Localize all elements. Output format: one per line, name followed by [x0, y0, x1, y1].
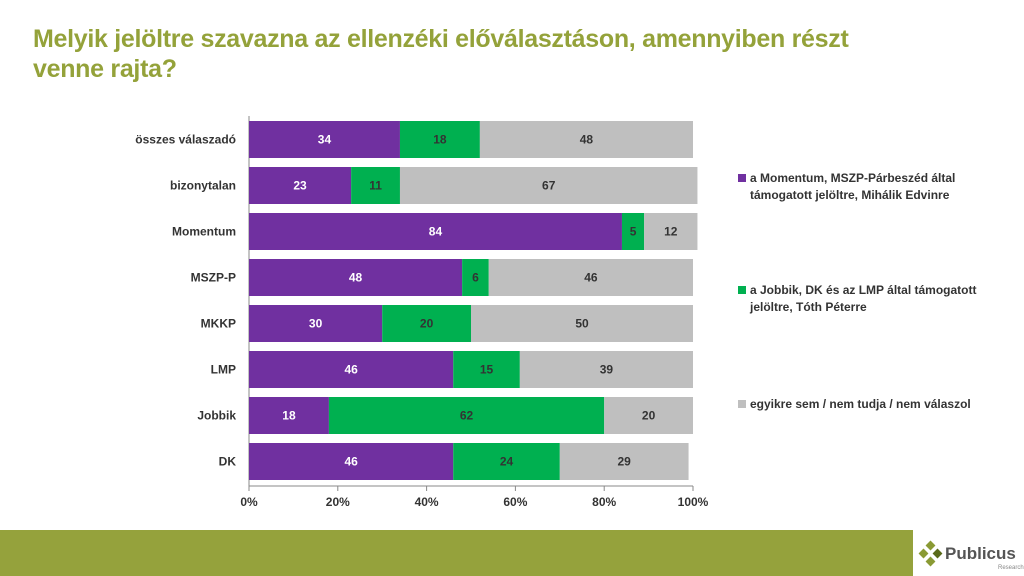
bar-segment: [488, 259, 693, 296]
data-label: 11: [369, 179, 382, 193]
x-tick-label: 20%: [326, 495, 350, 509]
bar-segment: [479, 121, 693, 158]
data-label: 62: [460, 409, 474, 423]
data-label: 30: [309, 317, 323, 331]
bar-segment: [519, 351, 693, 388]
bar-segment: [249, 259, 463, 296]
category-label: LMP: [211, 363, 236, 377]
data-label: 67: [542, 179, 556, 193]
bar-segment: [249, 121, 400, 158]
x-tick-label: 0%: [240, 495, 258, 509]
data-label: 34: [318, 133, 332, 147]
data-label: 24: [500, 455, 514, 469]
data-label: 29: [618, 455, 632, 469]
data-label: 46: [584, 271, 598, 285]
data-label: 20: [642, 409, 656, 423]
x-tick-label: 60%: [503, 495, 527, 509]
bar-segment: [399, 121, 480, 158]
data-label: 46: [344, 363, 358, 377]
page-title: Melyik jelöltre szavazna az ellenzéki el…: [33, 25, 849, 83]
bar-segment: [351, 167, 400, 204]
category-label: DK: [219, 455, 237, 469]
bar-segment: [249, 167, 352, 204]
legend-item: egyikre sem / nem tudja / nem válaszol: [738, 396, 1010, 413]
data-label: 6: [472, 271, 479, 285]
category-label: Momentum: [172, 225, 236, 239]
bar-segment: [249, 351, 454, 388]
x-tick-label: 40%: [415, 495, 439, 509]
data-label: 46: [344, 455, 358, 469]
data-label: 18: [282, 409, 296, 423]
x-tick-label: 100%: [678, 495, 709, 509]
legend-label: egyikre sem / nem tudja / nem válaszol: [750, 397, 971, 411]
category-label: bizonytalan: [170, 179, 236, 193]
data-label: 48: [349, 271, 363, 285]
svg-text:Research: Research: [998, 565, 1024, 571]
x-tick-label: 80%: [592, 495, 616, 509]
bar-segment: [644, 213, 698, 250]
bar-segment: [471, 305, 693, 342]
bar-segment: [249, 443, 454, 480]
data-label: 20: [420, 317, 434, 331]
bar-segment: [249, 213, 622, 250]
legend-swatch: [738, 174, 746, 182]
legend-label: a Jobbik, DK és az LMP által támogatott …: [750, 283, 977, 314]
category-label: MSZP-P: [191, 271, 236, 285]
svg-text:Publicus: Publicus: [945, 544, 1016, 563]
bar-segment: [453, 443, 560, 480]
legend-item: a Jobbik, DK és az LMP által támogatott …: [738, 282, 1010, 316]
data-label: 84: [429, 225, 443, 239]
legend-label: a Momentum, MSZP-Párbeszéd által támogat…: [750, 171, 956, 202]
bar-segment: [621, 213, 645, 250]
publicus-logo: Publicus Research: [918, 540, 1024, 571]
data-label: 5: [630, 225, 637, 239]
bar-segment: [399, 167, 698, 204]
bar-segment: [559, 443, 689, 480]
data-label: 15: [480, 363, 494, 377]
bar-segment: [604, 397, 693, 434]
data-label: 23: [293, 179, 307, 193]
category-label: összes válaszadó: [135, 133, 236, 147]
category-label: Jobbik: [197, 409, 236, 423]
data-label: 18: [433, 133, 447, 147]
bar-segment: [462, 259, 489, 296]
footer-bar: [0, 530, 913, 576]
bar-segment: [328, 397, 605, 434]
legend-swatch: [738, 400, 746, 408]
data-label: 50: [575, 317, 589, 331]
category-label: MKKP: [201, 317, 236, 331]
data-label: 48: [580, 133, 594, 147]
legend-swatch: [738, 286, 746, 294]
data-label: 39: [600, 363, 614, 377]
bar-segment: [249, 397, 329, 434]
bar-segment: [249, 305, 383, 342]
legend-item: a Momentum, MSZP-Párbeszéd által támogat…: [738, 170, 1010, 204]
bar-segment: [453, 351, 520, 388]
data-label: 12: [664, 225, 678, 239]
stacked-bar-chart: 0% 20% 40% 60% 80% 100% összes válaszadó 34 18 48…: [135, 116, 709, 509]
bar-segment: [382, 305, 471, 342]
